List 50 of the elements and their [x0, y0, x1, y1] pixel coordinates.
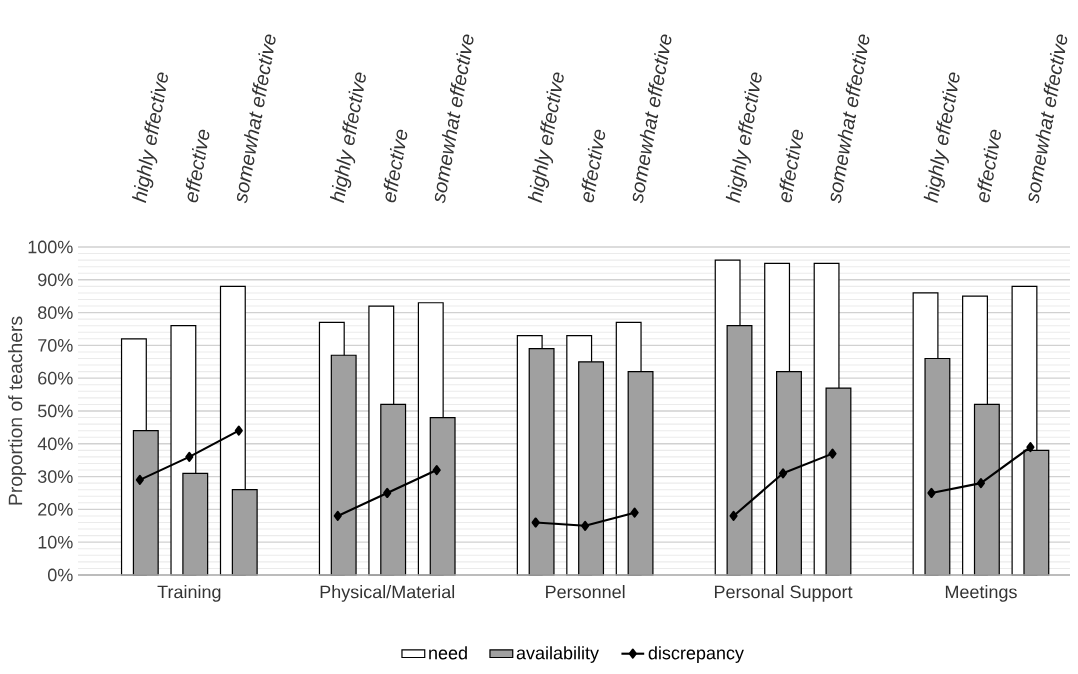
point — [383, 487, 392, 499]
legend-label: discrepancy — [648, 646, 744, 663]
point — [927, 487, 936, 499]
point — [778, 468, 788, 479]
x-tick-label: somewhat effective — [434, 34, 474, 204]
x-tick-label: highly effective — [132, 72, 168, 203]
point — [333, 510, 342, 522]
point — [531, 517, 540, 528]
text: Personal Support — [714, 585, 853, 602]
point — [976, 478, 986, 489]
point — [828, 448, 837, 459]
point — [630, 507, 639, 518]
text: Physical/Material — [320, 585, 455, 602]
point — [135, 474, 144, 485]
point — [185, 451, 194, 462]
x-tick-label: somewhat effective — [236, 34, 276, 204]
y-tick-label: 60% — [38, 371, 73, 385]
x-tick-label: effective — [977, 129, 1001, 203]
x-tick-label: highly effective — [527, 72, 564, 203]
legend-label: need — [429, 646, 467, 660]
y-tick-label: 30% — [37, 470, 73, 483]
text: Training — [157, 585, 221, 602]
x-tick-label: highly effective — [923, 72, 960, 203]
x-tick-label: highly effective — [329, 72, 366, 203]
y-tick-label: 70% — [38, 339, 73, 352]
y-tick-label: 100% — [28, 240, 73, 254]
x-tick-label: somewhat effective — [1028, 34, 1068, 204]
legend-label: availability — [516, 646, 599, 663]
point — [234, 425, 243, 436]
y-tick-label: 90% — [38, 273, 73, 287]
x-tick-label: somewhat effective — [632, 34, 672, 204]
x-tick-label: effective — [383, 129, 408, 203]
x-tick-label: somewhat effective — [830, 34, 870, 204]
point — [1026, 442, 1035, 453]
text: Personnel — [546, 585, 625, 599]
x-tick-label: effective — [185, 129, 210, 203]
x-tick-label: effective — [581, 129, 606, 203]
text: Meetings — [945, 585, 1017, 602]
y-tick-label: 50% — [37, 404, 73, 418]
point — [432, 464, 441, 476]
y-tick-label: 0% — [47, 568, 73, 582]
y-axis-title: Proportion of teachers — [8, 316, 27, 505]
y-tick-label: 80% — [38, 306, 73, 319]
point — [581, 520, 590, 531]
x-tick-label: effective — [779, 129, 804, 203]
point — [729, 510, 738, 522]
y-tick-label: 20% — [38, 503, 73, 516]
y-tick-label: 40% — [37, 437, 73, 451]
x-tick-label: highly effective — [725, 72, 762, 203]
y-tick-label: 10% — [38, 535, 73, 549]
